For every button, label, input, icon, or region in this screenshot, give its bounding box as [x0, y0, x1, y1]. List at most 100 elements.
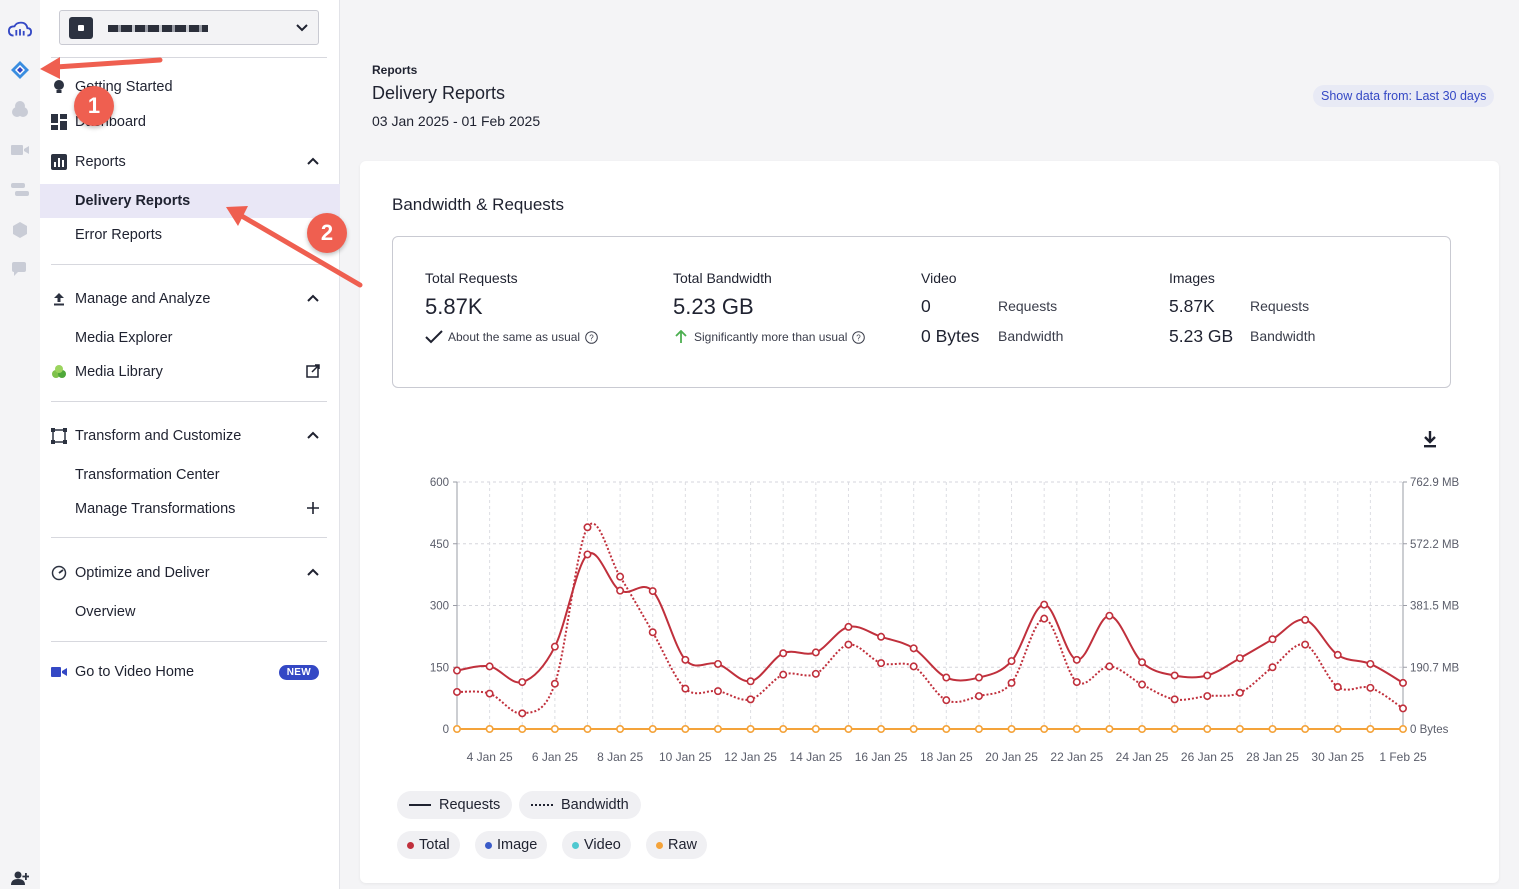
total-requests-label: Total Requests	[425, 270, 518, 286]
icon-rail	[0, 0, 40, 889]
nav-label: Manage Transformations	[75, 501, 236, 517]
cube-icon[interactable]	[8, 218, 32, 242]
nav-transform-customize[interactable]: Transform and Customize	[40, 419, 340, 453]
nav-label: Reports	[75, 154, 126, 170]
assets-icon[interactable]	[8, 98, 32, 122]
video-dot	[572, 841, 579, 849]
total-requests-note: About the same as usual ?	[425, 330, 598, 344]
chevron-up-icon[interactable]	[306, 565, 320, 579]
images-bandwidth-label: Bandwidth	[1250, 328, 1316, 344]
video-icon[interactable]	[8, 138, 32, 162]
account-selector[interactable]	[59, 10, 319, 45]
chevron-up-icon[interactable]	[306, 154, 320, 168]
legend-requests[interactable]: Requests	[397, 791, 513, 819]
total-bandwidth-label: Total Bandwidth	[673, 270, 772, 286]
nav-transformation-center[interactable]: Transformation Center	[40, 458, 340, 492]
chat-icon[interactable]	[8, 258, 32, 282]
sidebar: Getting Started Dashboard Reports Delive…	[40, 0, 340, 889]
help-icon[interactable]: ?	[585, 330, 598, 344]
external-link-icon[interactable]	[306, 364, 320, 378]
page-title: Delivery Reports	[372, 83, 506, 103]
total-dot	[407, 841, 414, 849]
chevron-up-icon[interactable]	[306, 291, 320, 305]
nav-label: Transformation Center	[75, 467, 220, 483]
bandwidth-requests-card: Bandwidth & Requests Total Requests 5.87…	[360, 161, 1499, 883]
nav-media-library[interactable]: Media Library	[40, 355, 340, 389]
nav-label: Error Reports	[75, 227, 163, 243]
programmable-media-icon[interactable]	[8, 58, 32, 82]
legend-label: Raw	[668, 837, 698, 853]
upload-icon	[51, 291, 67, 307]
annotation-marker-2: 2	[307, 213, 347, 253]
integrations-icon[interactable]	[8, 178, 32, 202]
nav-label: Overview	[75, 604, 136, 620]
legend-label: Bandwidth	[561, 797, 629, 813]
image-dot	[485, 841, 492, 849]
nav-label: Go to Video Home	[75, 664, 195, 680]
nav-video-home[interactable]: Go to Video Home NEW	[40, 655, 340, 689]
nav-manage-transformations[interactable]: Manage Transformations	[40, 492, 340, 526]
legend-label: Total	[419, 837, 450, 853]
gauge-icon	[51, 565, 67, 581]
note-text: Significantly more than usual	[694, 330, 848, 344]
nav-label: Media Explorer	[75, 330, 173, 346]
video-bandwidth-label: Bandwidth	[998, 328, 1064, 344]
download-icon[interactable]	[1420, 429, 1440, 449]
chevron-up-icon[interactable]	[306, 428, 320, 442]
divider	[51, 264, 327, 265]
media-library-icon	[51, 364, 67, 380]
stats-box: Total Requests 5.87K About the same as u…	[392, 236, 1451, 388]
images-bandwidth-value: 5.23 GB	[1169, 326, 1234, 346]
svg-text:?: ?	[857, 333, 862, 342]
svg-text:?: ?	[589, 333, 594, 342]
date-filter-button[interactable]: Show data from: Last 30 days	[1313, 85, 1495, 107]
images-label: Images	[1169, 270, 1215, 286]
divider	[51, 401, 327, 402]
chevron-down-icon	[296, 24, 308, 32]
lightbulb-icon	[51, 79, 67, 95]
legend-image[interactable]: Image	[475, 831, 548, 859]
video-requests-value: 0	[921, 296, 931, 316]
video-bandwidth-value: 0 Bytes	[921, 326, 980, 346]
nav-error-reports[interactable]: Error Reports	[40, 218, 340, 252]
total-bandwidth-note: Significantly more than usual ?	[673, 330, 866, 344]
nav-delivery-reports[interactable]: Delivery Reports	[40, 184, 340, 218]
transform-icon	[51, 428, 67, 444]
nav-overview[interactable]: Overview	[40, 595, 340, 629]
nav-label: Manage and Analyze	[75, 291, 211, 307]
video-camera-icon	[51, 664, 67, 680]
nav-label: Transform and Customize	[75, 428, 242, 444]
nav-manage-analyze[interactable]: Manage and Analyze	[40, 282, 340, 316]
legend-raw[interactable]: Raw	[646, 831, 708, 859]
note-text: About the same as usual	[448, 330, 581, 344]
new-badge: NEW	[278, 665, 319, 680]
reports-icon	[51, 154, 67, 170]
annotation-marker-1: 1	[74, 86, 114, 126]
breadcrumb[interactable]: Reports	[372, 63, 418, 77]
account-name-masked	[108, 25, 208, 32]
total-requests-value: 5.87K	[425, 294, 483, 319]
nav-media-explorer[interactable]: Media Explorer	[40, 321, 340, 355]
legend-label: Requests	[439, 797, 501, 813]
divider	[51, 537, 327, 538]
help-icon[interactable]: ?	[852, 330, 866, 344]
add-user-icon[interactable]	[8, 866, 32, 889]
nav-reports[interactable]: Reports	[40, 145, 340, 179]
checkmark-icon	[425, 330, 443, 344]
arrow-up-icon	[675, 330, 687, 343]
plus-icon[interactable]	[306, 501, 320, 515]
nav-label: Media Library	[75, 364, 163, 380]
video-requests-label: Requests	[998, 298, 1058, 314]
legend-label: Image	[497, 837, 538, 853]
cloud-logo-icon[interactable]	[8, 18, 32, 42]
total-bandwidth-value: 5.23 GB	[673, 294, 754, 319]
images-requests-value: 5.87K	[1169, 296, 1215, 316]
legend-label: Video	[584, 837, 621, 853]
legend-bandwidth[interactable]: Bandwidth	[519, 791, 641, 819]
divider	[51, 641, 327, 642]
video-label: Video	[921, 270, 957, 286]
nav-optimize-deliver[interactable]: Optimize and Deliver	[40, 556, 340, 590]
legend-video[interactable]: Video	[562, 831, 631, 859]
dashboard-icon	[51, 114, 67, 130]
legend-total[interactable]: Total	[397, 831, 460, 859]
